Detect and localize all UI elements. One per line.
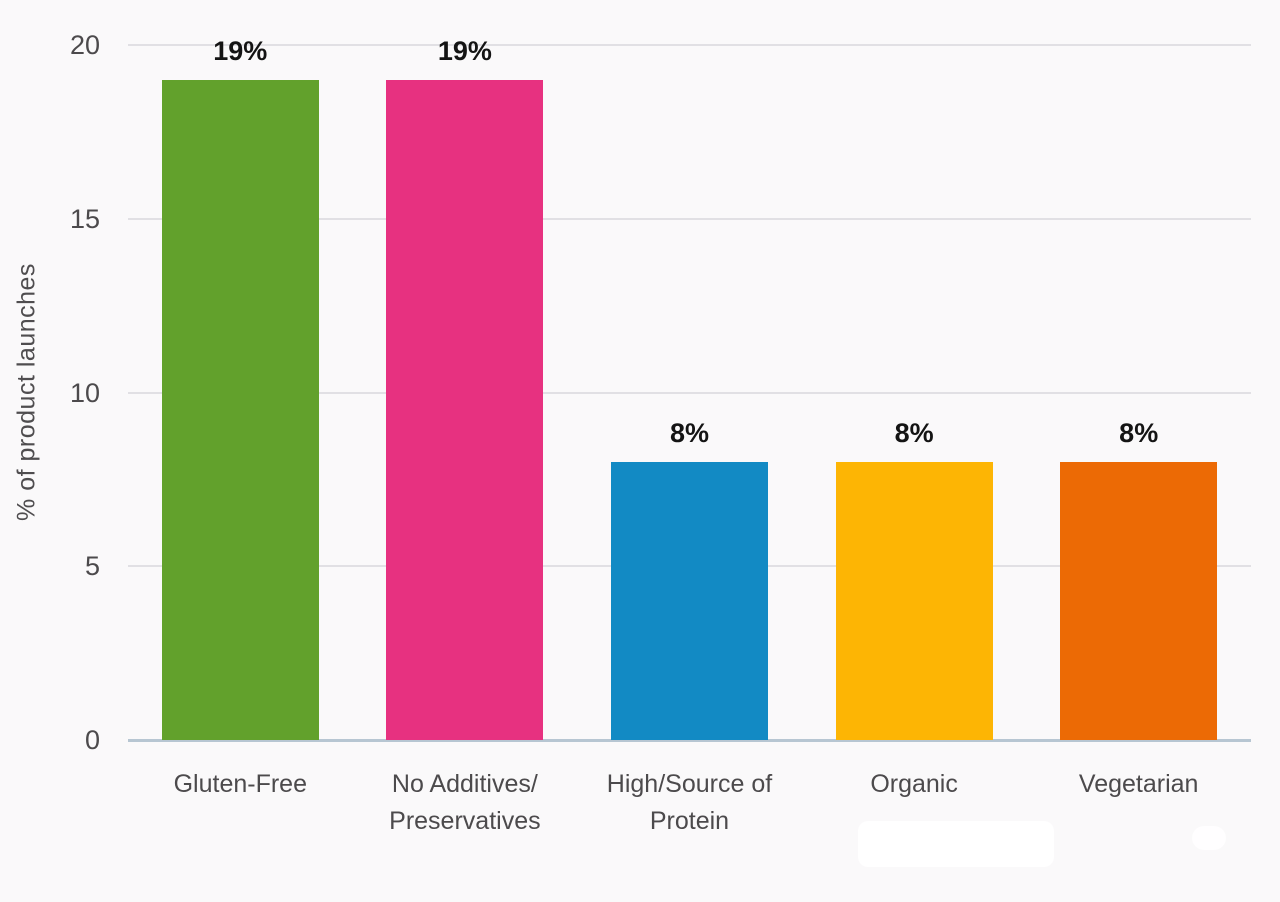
value-label-no-additives: 19% bbox=[437, 35, 492, 66]
watermark-smudge-small bbox=[1192, 826, 1226, 850]
category-label-no-additives: No Additives/ Preservatives bbox=[389, 770, 541, 835]
gridline-15 bbox=[128, 217, 1251, 220]
gridline-10 bbox=[128, 391, 1251, 394]
y-tick-label-0: 0 bbox=[84, 725, 100, 755]
value-label-gluten-free: 19% bbox=[213, 35, 268, 66]
bar-gluten-free bbox=[161, 79, 319, 740]
y-tick-label-15: 15 bbox=[69, 203, 100, 234]
y-tick-label-10: 10 bbox=[69, 377, 100, 408]
bar-no-additives bbox=[386, 79, 544, 740]
bar-high-source-of bbox=[611, 462, 768, 740]
value-label-high-source-of: 8% bbox=[669, 418, 710, 448]
y-tick-label-20: 20 bbox=[69, 30, 100, 60]
gridline-20 bbox=[128, 44, 1251, 46]
value-label-organic: 8% bbox=[894, 418, 934, 448]
category-label-gluten-free: Gluten-Free bbox=[173, 770, 307, 798]
category-label-organic: Organic bbox=[870, 770, 958, 798]
bar-organic bbox=[835, 462, 993, 740]
y-tick-label-5: 5 bbox=[84, 551, 100, 582]
category-label-high-source-of: High/Source of Protein bbox=[606, 770, 773, 835]
category-label-vegetarian: Vegetarian bbox=[1078, 770, 1199, 798]
value-label-vegetarian: 8% bbox=[1119, 418, 1159, 448]
x-axis-baseline bbox=[128, 739, 1251, 742]
bar-vegetarian bbox=[1060, 462, 1218, 740]
watermark-smudge bbox=[858, 821, 1054, 867]
